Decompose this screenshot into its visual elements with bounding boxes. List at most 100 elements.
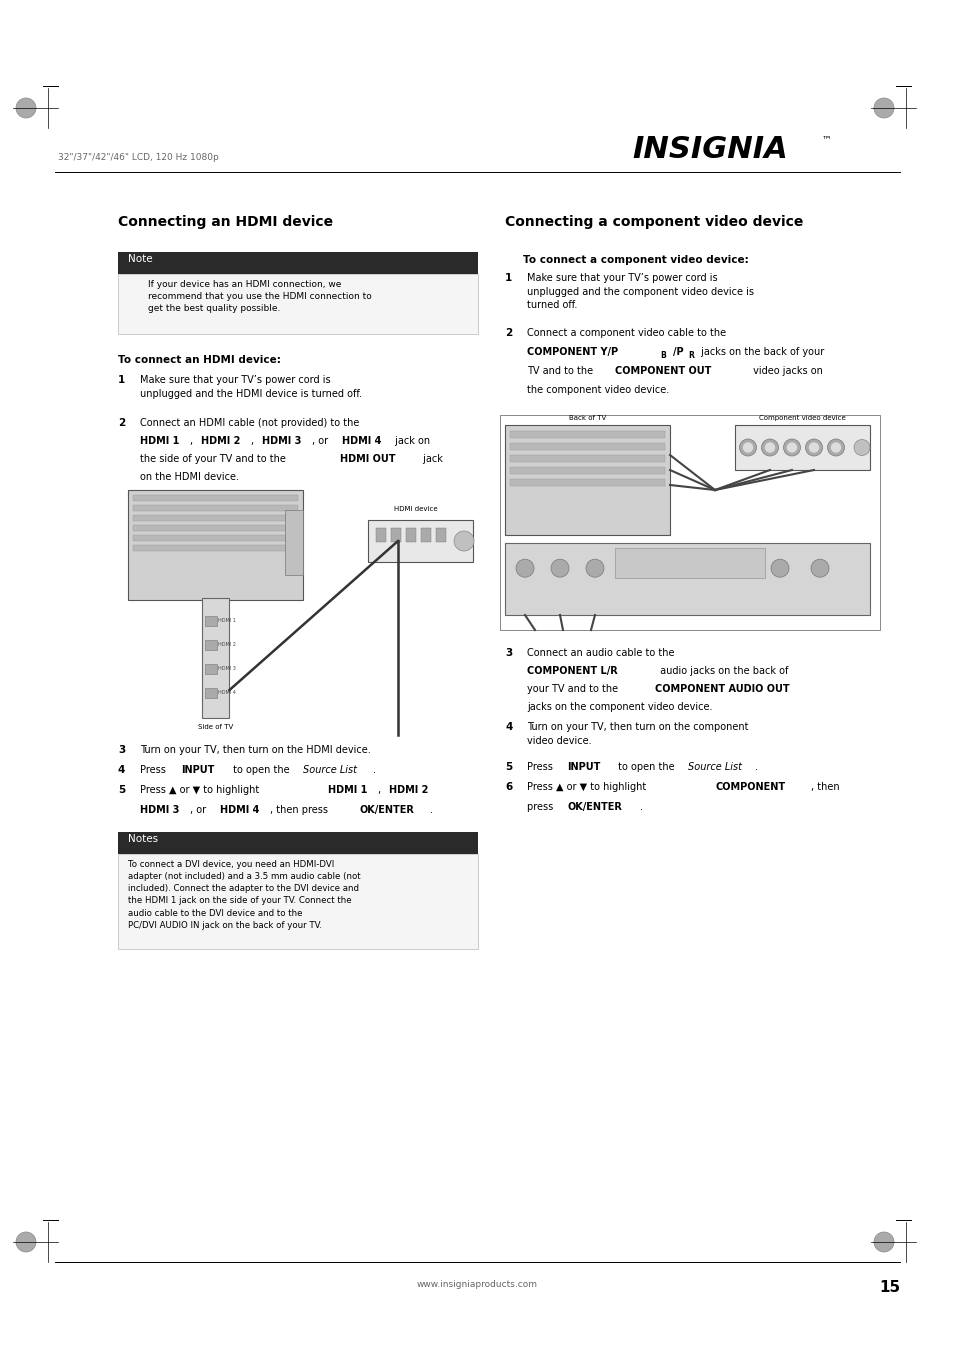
Text: Component video device: Component video device bbox=[759, 414, 845, 421]
Bar bbox=[204, 664, 216, 674]
Circle shape bbox=[809, 443, 818, 452]
Text: HDMI 3: HDMI 3 bbox=[262, 436, 301, 446]
Circle shape bbox=[16, 1233, 36, 1251]
Text: INSIGNIA: INSIGNIA bbox=[632, 135, 787, 163]
Circle shape bbox=[810, 559, 828, 578]
Bar bbox=[118, 274, 477, 333]
Bar bbox=[132, 495, 297, 501]
Text: 1: 1 bbox=[504, 273, 512, 284]
Text: 3: 3 bbox=[118, 745, 125, 755]
Bar bbox=[436, 528, 446, 541]
Text: to open the: to open the bbox=[615, 761, 677, 772]
Text: .: . bbox=[373, 765, 375, 775]
Text: ,: , bbox=[377, 784, 384, 795]
Text: jack: jack bbox=[419, 454, 442, 464]
Text: COMPONENT L/R: COMPONENT L/R bbox=[526, 666, 618, 676]
Text: Back of TV: Back of TV bbox=[568, 414, 605, 421]
Bar bbox=[615, 548, 764, 578]
Bar bbox=[510, 431, 664, 437]
Circle shape bbox=[804, 439, 821, 456]
Text: the component video device.: the component video device. bbox=[526, 385, 669, 396]
Text: TV and to the: TV and to the bbox=[526, 366, 596, 377]
Text: video jacks on: video jacks on bbox=[749, 366, 822, 377]
Bar bbox=[204, 640, 216, 649]
Bar bbox=[734, 425, 869, 470]
Bar bbox=[375, 528, 386, 541]
Text: HDMI 3: HDMI 3 bbox=[140, 805, 179, 815]
Text: Connect a component video cable to the: Connect a component video cable to the bbox=[526, 328, 725, 338]
Text: 5: 5 bbox=[504, 761, 512, 772]
Bar bbox=[204, 688, 216, 698]
Text: HDMI 2: HDMI 2 bbox=[201, 436, 240, 446]
Text: Side of TV: Side of TV bbox=[197, 724, 233, 730]
Text: Press: Press bbox=[526, 761, 556, 772]
Text: 32"/37"/42"/46" LCD, 120 Hz 1080p: 32"/37"/42"/46" LCD, 120 Hz 1080p bbox=[58, 153, 218, 162]
Text: Press ▲ or ▼ to highlight: Press ▲ or ▼ to highlight bbox=[140, 784, 262, 795]
Bar bbox=[204, 616, 216, 626]
Text: To connect a component video device:: To connect a component video device: bbox=[522, 255, 748, 265]
Bar bbox=[132, 545, 297, 551]
Circle shape bbox=[786, 443, 796, 452]
Circle shape bbox=[739, 439, 756, 456]
Circle shape bbox=[764, 443, 774, 452]
Circle shape bbox=[760, 439, 778, 456]
Bar bbox=[132, 514, 297, 521]
Circle shape bbox=[742, 443, 752, 452]
Text: Connecting an HDMI device: Connecting an HDMI device bbox=[118, 215, 333, 230]
Bar bbox=[132, 505, 297, 512]
Bar bbox=[285, 510, 303, 575]
Text: Press ▲ or ▼ to highlight: Press ▲ or ▼ to highlight bbox=[526, 782, 649, 792]
Text: press: press bbox=[526, 802, 556, 811]
Text: 3: 3 bbox=[504, 648, 512, 657]
Text: HDMI 1: HDMI 1 bbox=[328, 784, 367, 795]
Text: , or: , or bbox=[312, 436, 331, 446]
Bar bbox=[368, 520, 473, 562]
Text: ,: , bbox=[251, 436, 257, 446]
Text: COMPONENT: COMPONENT bbox=[714, 782, 784, 792]
Text: 15: 15 bbox=[878, 1280, 899, 1295]
Text: COMPONENT OUT: COMPONENT OUT bbox=[615, 366, 711, 377]
Text: 4: 4 bbox=[504, 722, 512, 732]
Text: 2: 2 bbox=[118, 418, 125, 428]
Text: HDMI 4: HDMI 4 bbox=[341, 436, 381, 446]
Text: Note: Note bbox=[128, 254, 152, 265]
Text: HDMI 1: HDMI 1 bbox=[140, 436, 179, 446]
Text: Make sure that your TV’s power cord is
unplugged and the component video device : Make sure that your TV’s power cord is u… bbox=[526, 273, 753, 311]
Text: audio jacks on the back of: audio jacks on the back of bbox=[657, 666, 787, 676]
Text: 2: 2 bbox=[504, 328, 512, 338]
Text: Connect an audio cable to the: Connect an audio cable to the bbox=[526, 648, 674, 657]
Text: HDMI 1: HDMI 1 bbox=[217, 618, 235, 624]
Text: Press: Press bbox=[140, 765, 169, 775]
Circle shape bbox=[551, 559, 568, 578]
Text: OK/ENTER: OK/ENTER bbox=[566, 802, 621, 811]
Bar bbox=[504, 543, 869, 616]
Text: .: . bbox=[639, 802, 642, 811]
Text: , then press: , then press bbox=[270, 805, 331, 815]
Text: Turn on your TV, then turn on the component
video device.: Turn on your TV, then turn on the compon… bbox=[526, 722, 748, 745]
Text: B: B bbox=[659, 351, 665, 360]
Text: jack on: jack on bbox=[392, 436, 430, 446]
Text: , then: , then bbox=[810, 782, 839, 792]
Circle shape bbox=[454, 531, 474, 551]
Text: To connect an HDMI device:: To connect an HDMI device: bbox=[118, 355, 280, 364]
Text: 5: 5 bbox=[118, 784, 125, 795]
Text: .: . bbox=[430, 805, 433, 815]
Text: to open the: to open the bbox=[230, 765, 293, 775]
Text: R: R bbox=[687, 351, 693, 360]
Text: Connecting a component video device: Connecting a component video device bbox=[504, 215, 802, 230]
Text: COMPONENT AUDIO OUT: COMPONENT AUDIO OUT bbox=[655, 684, 789, 694]
Text: ™: ™ bbox=[821, 134, 831, 144]
Bar bbox=[510, 479, 664, 486]
Text: HDMI 2: HDMI 2 bbox=[389, 784, 428, 795]
Text: Turn on your TV, then turn on the HDMI device.: Turn on your TV, then turn on the HDMI d… bbox=[140, 745, 371, 755]
Text: HDMI 2: HDMI 2 bbox=[217, 643, 235, 648]
Text: HDMI 4: HDMI 4 bbox=[217, 690, 235, 695]
Circle shape bbox=[782, 439, 800, 456]
Text: To connect a DVI device, you need an HDMI-DVI
adapter (not included) and a 3.5 m: To connect a DVI device, you need an HDM… bbox=[128, 860, 360, 930]
Bar bbox=[118, 832, 477, 855]
Bar bbox=[510, 455, 664, 462]
Circle shape bbox=[873, 99, 893, 117]
Bar bbox=[504, 425, 669, 535]
Bar bbox=[201, 598, 230, 718]
Circle shape bbox=[873, 1233, 893, 1251]
